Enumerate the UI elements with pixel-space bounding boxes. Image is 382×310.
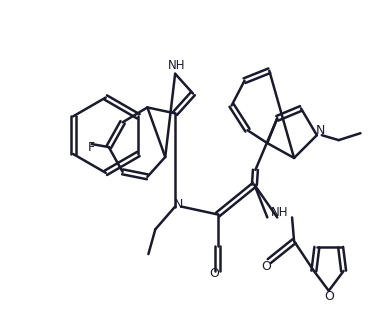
- Text: O: O: [324, 290, 334, 303]
- Text: O: O: [261, 260, 271, 273]
- Text: N: N: [173, 198, 183, 211]
- Text: NH: NH: [270, 206, 288, 219]
- Text: O: O: [209, 268, 219, 281]
- Text: N: N: [316, 124, 325, 137]
- Text: F: F: [87, 140, 94, 153]
- Text: NH: NH: [167, 59, 185, 72]
